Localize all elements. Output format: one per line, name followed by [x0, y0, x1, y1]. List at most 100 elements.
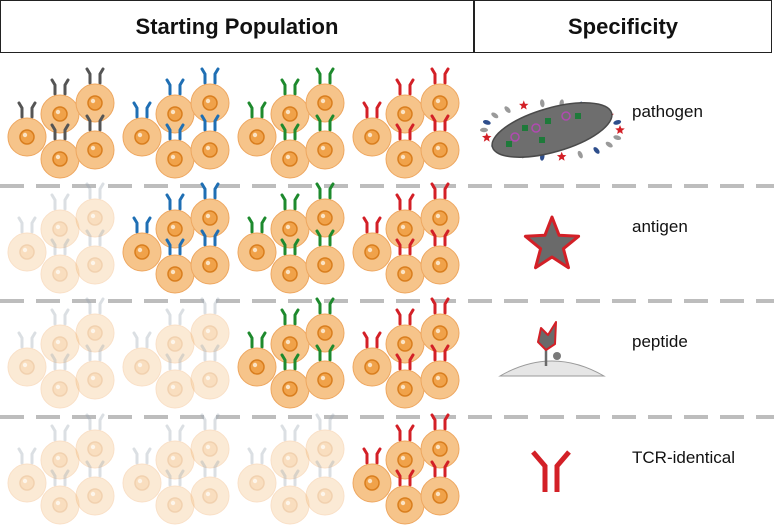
tcr-arm [328, 229, 335, 247]
tcell [75, 413, 115, 469]
cell-nucleus [134, 244, 150, 260]
peptide-fragment [537, 321, 557, 351]
tcr-arm [293, 193, 300, 211]
tcr-arm [178, 238, 185, 256]
internal-particle [539, 137, 545, 143]
tcell [352, 216, 392, 272]
tcr-arm [63, 193, 70, 211]
cell-nucleus [134, 475, 150, 491]
tcell [385, 353, 425, 409]
cell-nucleus [52, 221, 68, 237]
tcr-arm [430, 67, 437, 85]
nucleus-highlight [205, 213, 211, 219]
cell-nucleus [202, 257, 218, 273]
cell-body [305, 476, 345, 516]
cell-nucleus [282, 266, 298, 282]
tcell [385, 123, 425, 179]
tcell [190, 182, 230, 238]
tcr-arm [85, 182, 92, 200]
tcell [75, 182, 115, 238]
tcr-arm [328, 182, 335, 200]
tcr-arm [430, 344, 437, 362]
cell-nucleus [282, 452, 298, 468]
cell-body [40, 254, 80, 294]
nucleus-highlight [367, 247, 373, 253]
tcr-arm [408, 308, 415, 326]
tcell [40, 424, 80, 480]
tcr-arm [200, 182, 207, 200]
nucleus-highlight [137, 132, 143, 138]
cell-nucleus [282, 106, 298, 122]
cell-nucleus [432, 441, 448, 457]
table-header: Starting Population Specificity [0, 0, 772, 53]
cell-nucleus [19, 244, 35, 260]
cell-body [155, 485, 195, 525]
tcr-arm [63, 238, 70, 256]
nucleus-highlight [285, 224, 291, 230]
surface-protein [605, 141, 613, 148]
cell-body [75, 198, 115, 238]
clone-group [237, 297, 345, 409]
nucleus-highlight [170, 109, 176, 115]
cell-nucleus [364, 475, 380, 491]
nucleus-highlight [252, 362, 258, 368]
cell-surface [498, 360, 606, 377]
tcr-arm [50, 308, 57, 326]
tcell [155, 424, 195, 480]
tcell [420, 229, 460, 285]
cell-nucleus [202, 95, 218, 111]
tcell [40, 123, 80, 179]
nucleus-highlight [285, 455, 291, 461]
tcell [122, 447, 162, 503]
tcell [352, 331, 392, 387]
tcr-arm [395, 238, 402, 256]
tcell [190, 67, 230, 123]
nucleus-highlight [90, 260, 96, 266]
tcr-arm [50, 424, 57, 442]
cell-nucleus [167, 266, 183, 282]
tcell [305, 344, 345, 400]
tcr-arm [408, 353, 415, 371]
cell-body [155, 324, 195, 364]
tcr-arm [362, 216, 369, 234]
cell-body [40, 324, 80, 364]
tcr-arm [443, 413, 450, 431]
clone-group [122, 182, 230, 294]
cell-nucleus [167, 151, 183, 167]
tcell [40, 238, 80, 294]
internal-particle [510, 132, 520, 142]
tcr-arm [132, 101, 139, 119]
clone-group [7, 413, 115, 525]
tcell [305, 67, 345, 123]
tcell [7, 331, 47, 387]
tcell [40, 308, 80, 364]
tcell [305, 460, 345, 516]
tcell [190, 229, 230, 285]
nucleus-highlight [205, 145, 211, 151]
antigen-star-icon [523, 215, 581, 270]
surface-protein [480, 127, 488, 133]
cell-nucleus [167, 221, 183, 237]
tcr-arm [50, 78, 57, 96]
tcr-arm [17, 216, 24, 234]
tcr-arm [328, 344, 335, 362]
cell-nucleus [317, 142, 333, 158]
cell-nucleus [19, 129, 35, 145]
tcr-arm [408, 123, 415, 141]
nucleus-highlight [367, 132, 373, 138]
tcell [237, 101, 277, 157]
cell-nucleus [202, 210, 218, 226]
tcr-arm [213, 67, 220, 85]
tcr-arm [247, 216, 254, 234]
nucleus-highlight [90, 375, 96, 381]
nucleus-highlight [22, 247, 28, 253]
tcr-arm [280, 123, 287, 141]
tcr-beta-chain [554, 450, 571, 492]
tcr-arm [165, 123, 172, 141]
nucleus-highlight [435, 213, 441, 219]
nucleus-highlight [55, 109, 61, 115]
surface-protein [504, 106, 511, 113]
cell-body [75, 476, 115, 516]
tcell [75, 460, 115, 516]
tcr-arm [165, 469, 172, 487]
